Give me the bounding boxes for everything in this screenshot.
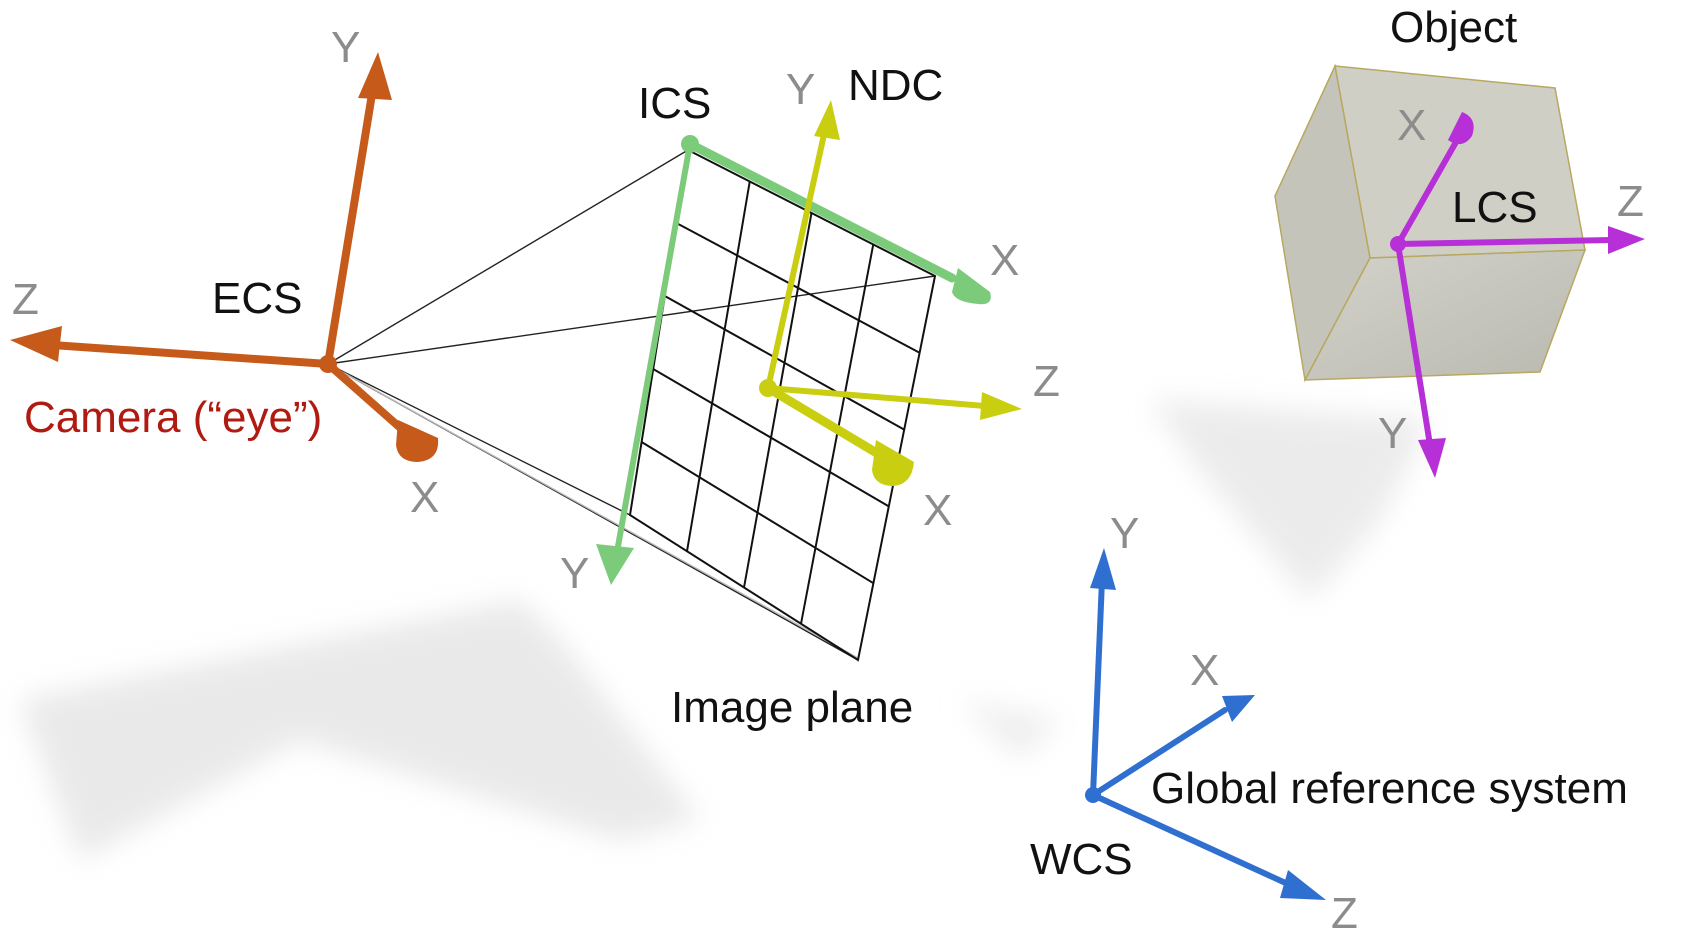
ndc-y-label: Y	[786, 65, 815, 114]
wcs-z-label: Z	[1331, 889, 1358, 936]
lcs-x-axis	[1395, 132, 1463, 247]
wcs-axes	[1085, 548, 1326, 900]
wcs-label: WCS	[1030, 835, 1133, 884]
grid-col-2	[743, 212, 813, 588]
ndc-z-arrowhead	[980, 392, 1022, 420]
image-plane-grid	[628, 148, 937, 662]
ics-y-axis	[614, 141, 693, 555]
image-plane-label: Image plane	[671, 683, 913, 732]
labels: ECS Camera (“eye”) Y Z X ICS X Y NDC Y Z…	[12, 3, 1644, 936]
camera-label: Camera (“eye”)	[24, 393, 322, 442]
ics-x-axis	[685, 139, 957, 283]
ndc-axes	[759, 100, 1022, 486]
ecs-z-axis	[48, 341, 332, 368]
grid-col-1	[686, 181, 751, 552]
wcs-x-label: X	[1190, 646, 1219, 695]
wcs-z-axis	[1090, 792, 1293, 888]
grid-row-4	[641, 441, 874, 585]
frustum-line-top	[327, 149, 689, 365]
ndc-z-label: Z	[1033, 357, 1060, 406]
lcs-z-axis	[1395, 237, 1615, 247]
frustum-line-left	[327, 363, 631, 516]
grid-row-1	[675, 222, 921, 354]
ecs-y-arrowhead	[358, 52, 392, 100]
lcs-z-arrowhead	[1608, 226, 1645, 254]
lcs-origin	[1390, 236, 1406, 252]
ics-x-label: X	[990, 236, 1019, 285]
frustum-line-right	[327, 275, 936, 365]
frustum-line-bottom2	[327, 363, 859, 659]
wcs-origin	[1085, 787, 1101, 803]
floor-shadows	[20, 400, 1430, 860]
ics-label: ICS	[638, 79, 711, 128]
ndc-origin	[759, 379, 777, 397]
ecs-label: ECS	[212, 274, 302, 323]
ecs-y-axis	[324, 84, 377, 368]
lcs-axes	[1390, 112, 1645, 478]
wcs-y-label: Y	[1110, 509, 1139, 558]
ndc-y-arrowhead	[814, 100, 840, 140]
wcs-x-arrowhead	[1222, 695, 1255, 722]
ics-y-label: Y	[560, 549, 589, 598]
wcs-y-axis	[1090, 577, 1105, 798]
lcs-y-arrowhead	[1418, 438, 1446, 478]
ecs-x-arrowhead	[396, 420, 439, 462]
ndc-label: NDC	[848, 61, 943, 110]
ics-origin	[681, 135, 699, 153]
lcs-x-label: X	[1397, 101, 1426, 150]
ics-axes	[596, 135, 991, 585]
grid-row-2	[664, 295, 905, 431]
lcs-x-arrowhead	[1448, 112, 1474, 145]
object-label: Object	[1390, 3, 1517, 52]
lcs-label: LCS	[1452, 183, 1538, 232]
view-frustum	[327, 149, 936, 661]
image-plane-border	[628, 148, 937, 662]
ics-x-arrowhead	[952, 268, 991, 305]
object-cube	[1274, 63, 1587, 383]
ndc-x-label: X	[923, 486, 952, 535]
ecs-y-label: Y	[331, 23, 360, 72]
lcs-y-axis	[1395, 241, 1433, 448]
ics-y-arrowhead	[596, 544, 634, 585]
ecs-origin	[319, 355, 337, 373]
ndc-y-axis	[765, 127, 828, 391]
lcs-y-label: Y	[1378, 409, 1407, 458]
ecs-z-arrowhead	[10, 326, 62, 362]
wcs-z-arrowhead	[1280, 870, 1326, 900]
ndc-x-arrowhead	[872, 440, 914, 486]
ndc-z-axis	[765, 385, 988, 409]
ecs-x-label: X	[410, 473, 439, 522]
ecs-x-axis	[324, 360, 409, 436]
ecs-z-label: Z	[12, 275, 39, 324]
global-reference-label: Global reference system	[1151, 764, 1628, 813]
ndc-x-axis	[763, 383, 885, 460]
ecs-axes	[10, 52, 439, 462]
wcs-x-axis	[1090, 707, 1228, 798]
grid-row-3	[652, 368, 890, 508]
wcs-y-arrowhead	[1090, 548, 1116, 590]
lcs-z-label: Z	[1617, 177, 1644, 226]
cube-front-face	[1303, 249, 1587, 381]
